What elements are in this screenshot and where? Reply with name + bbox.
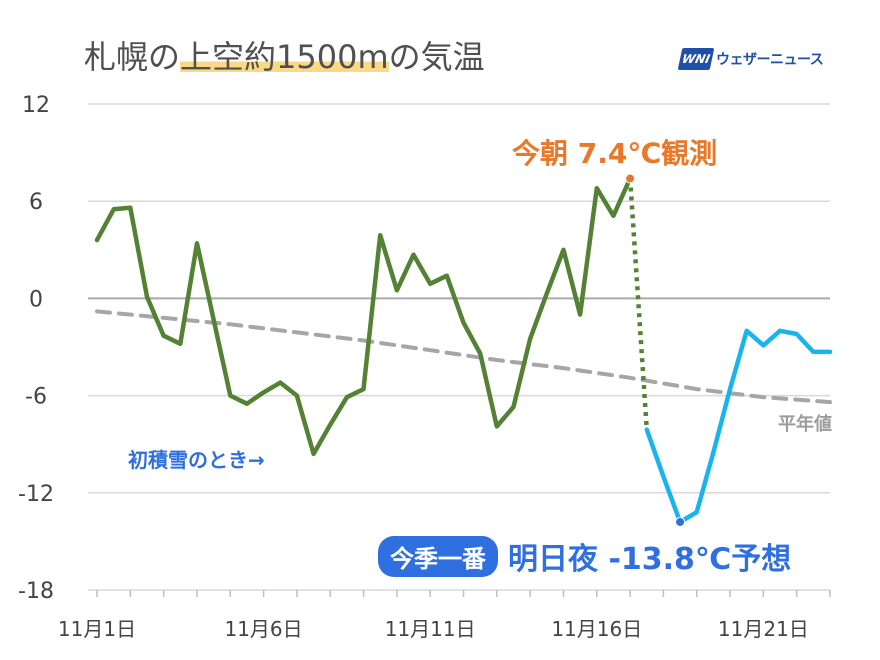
observed-line bbox=[94, 176, 633, 457]
x-tick-label: 11月21日 bbox=[718, 617, 809, 641]
y-tick-label: 0 bbox=[29, 287, 43, 312]
logo-text: ウェザーニュース bbox=[716, 52, 824, 68]
y-tick-label: -12 bbox=[18, 482, 54, 507]
x-tick-label: 11月1日 bbox=[58, 617, 136, 641]
transition-line bbox=[627, 178, 650, 430]
first-snow-annotation: 初積雪のとき→ bbox=[128, 448, 265, 472]
weathernews-logo: WNI ウェザーニュース bbox=[677, 48, 824, 70]
forecast-annotation: 今季一番 明日夜 -13.8℃予想 bbox=[378, 534, 791, 578]
forecast-line bbox=[644, 328, 833, 525]
x-tick-label: 11月16日 bbox=[551, 617, 642, 641]
forecast-text: 明日夜 -13.8℃予想 bbox=[508, 542, 792, 577]
normal-label: 平年値 bbox=[778, 414, 832, 435]
y-tick-label: 6 bbox=[29, 190, 43, 215]
chart-title: 札幌の上空約1500mの気温 bbox=[84, 32, 485, 78]
y-tick-label: 12 bbox=[22, 93, 50, 118]
x-tick-label: 11月11日 bbox=[385, 617, 476, 641]
forecast-badge: 今季一番 bbox=[378, 535, 498, 577]
title-highlight: 上空約1500m bbox=[180, 38, 389, 76]
x-tick-label: 11月6日 bbox=[224, 617, 302, 641]
forecast-low-marker bbox=[675, 516, 686, 527]
observed-annotation: 今朝 7.4℃観測 bbox=[512, 137, 718, 170]
y-tick-label: -6 bbox=[25, 385, 47, 410]
y-tick-label: -18 bbox=[18, 579, 54, 604]
observed-point-marker bbox=[625, 173, 636, 184]
title-prefix: 札幌の bbox=[84, 38, 181, 76]
title-suffix: の気温 bbox=[388, 38, 485, 76]
normal-line bbox=[95, 309, 832, 405]
